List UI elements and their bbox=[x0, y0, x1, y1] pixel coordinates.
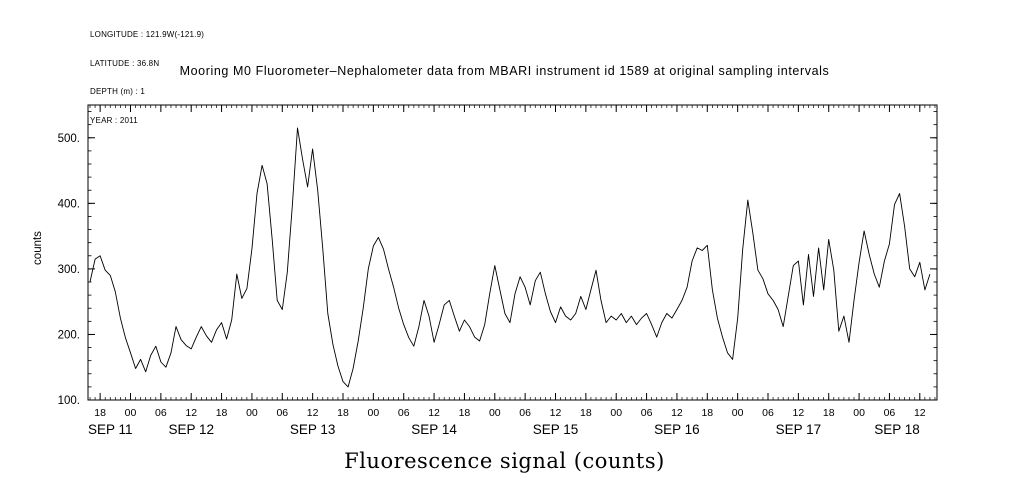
x-tick-label: 12 bbox=[185, 407, 197, 419]
date-label: SEP 17 bbox=[776, 422, 822, 437]
x-tick-label: 00 bbox=[610, 407, 622, 419]
x-tick-label: 06 bbox=[641, 407, 653, 419]
x-tick-label: 18 bbox=[701, 407, 713, 419]
x-tick-label: 00 bbox=[489, 407, 501, 419]
x-tick-label: 12 bbox=[550, 407, 562, 419]
x-tick-label: 12 bbox=[671, 407, 683, 419]
x-tick-label: 12 bbox=[307, 407, 319, 419]
x-tick-label: 00 bbox=[732, 407, 744, 419]
x-tick-label: 18 bbox=[580, 407, 592, 419]
x-tick-label: 06 bbox=[519, 407, 531, 419]
date-label: SEP 16 bbox=[654, 422, 700, 437]
x-tick-label: 06 bbox=[762, 407, 774, 419]
date-label: SEP 14 bbox=[411, 422, 457, 437]
y-tick-label: 200. bbox=[58, 329, 80, 341]
y-axis-label: counts bbox=[32, 231, 44, 265]
x-tick-label: 06 bbox=[884, 407, 896, 419]
y-tick-label: 500. bbox=[58, 133, 80, 145]
date-label: SEP 12 bbox=[168, 422, 214, 437]
y-tick-label: 100. bbox=[58, 395, 80, 407]
date-label: SEP 13 bbox=[290, 422, 336, 437]
x-tick-label: 12 bbox=[428, 407, 440, 419]
metadata-depth: DEPTH (m) : 1 bbox=[90, 87, 146, 96]
metadata-block: LONGITUDE : 121.9W(-121.9) LATITUDE : 36… bbox=[90, 11, 204, 135]
x-tick-label: 06 bbox=[155, 407, 167, 419]
fluorescence-line bbox=[89, 127, 931, 388]
date-label: SEP 18 bbox=[874, 422, 920, 437]
y-tick-label: 300. bbox=[58, 264, 80, 276]
x-tick-label: 18 bbox=[823, 407, 835, 419]
date-label: SEP 11 bbox=[88, 422, 133, 437]
x-tick-label: 18 bbox=[337, 407, 349, 419]
y-tick-label: 400. bbox=[58, 198, 80, 210]
x-tick-label: 00 bbox=[125, 407, 137, 419]
x-tick-label: 12 bbox=[793, 407, 805, 419]
metadata-longitude: LONGITUDE : 121.9W(-121.9) bbox=[90, 30, 205, 39]
x-tick-label: 18 bbox=[216, 407, 228, 419]
date-label: SEP 15 bbox=[533, 422, 579, 437]
x-tick-label: 00 bbox=[368, 407, 380, 419]
x-tick-label: 12 bbox=[914, 407, 926, 419]
x-tick-label: 18 bbox=[94, 407, 106, 419]
x-tick-label: 06 bbox=[398, 407, 410, 419]
x-tick-label: 00 bbox=[246, 407, 258, 419]
plot-frame bbox=[87, 104, 938, 401]
chart-title: Mooring M0 Fluorometer–Nephalometer data… bbox=[179, 64, 830, 78]
x-tick-label: 06 bbox=[276, 407, 288, 419]
x-tick-label: 18 bbox=[459, 407, 471, 419]
metadata-year: YEAR : 2011 bbox=[90, 115, 138, 125]
x-axis-title: Fluorescence signal (counts) bbox=[344, 449, 665, 473]
metadata-latitude: LATITUDE : 36.8N bbox=[90, 58, 160, 68]
x-tick-label: 00 bbox=[853, 407, 865, 419]
